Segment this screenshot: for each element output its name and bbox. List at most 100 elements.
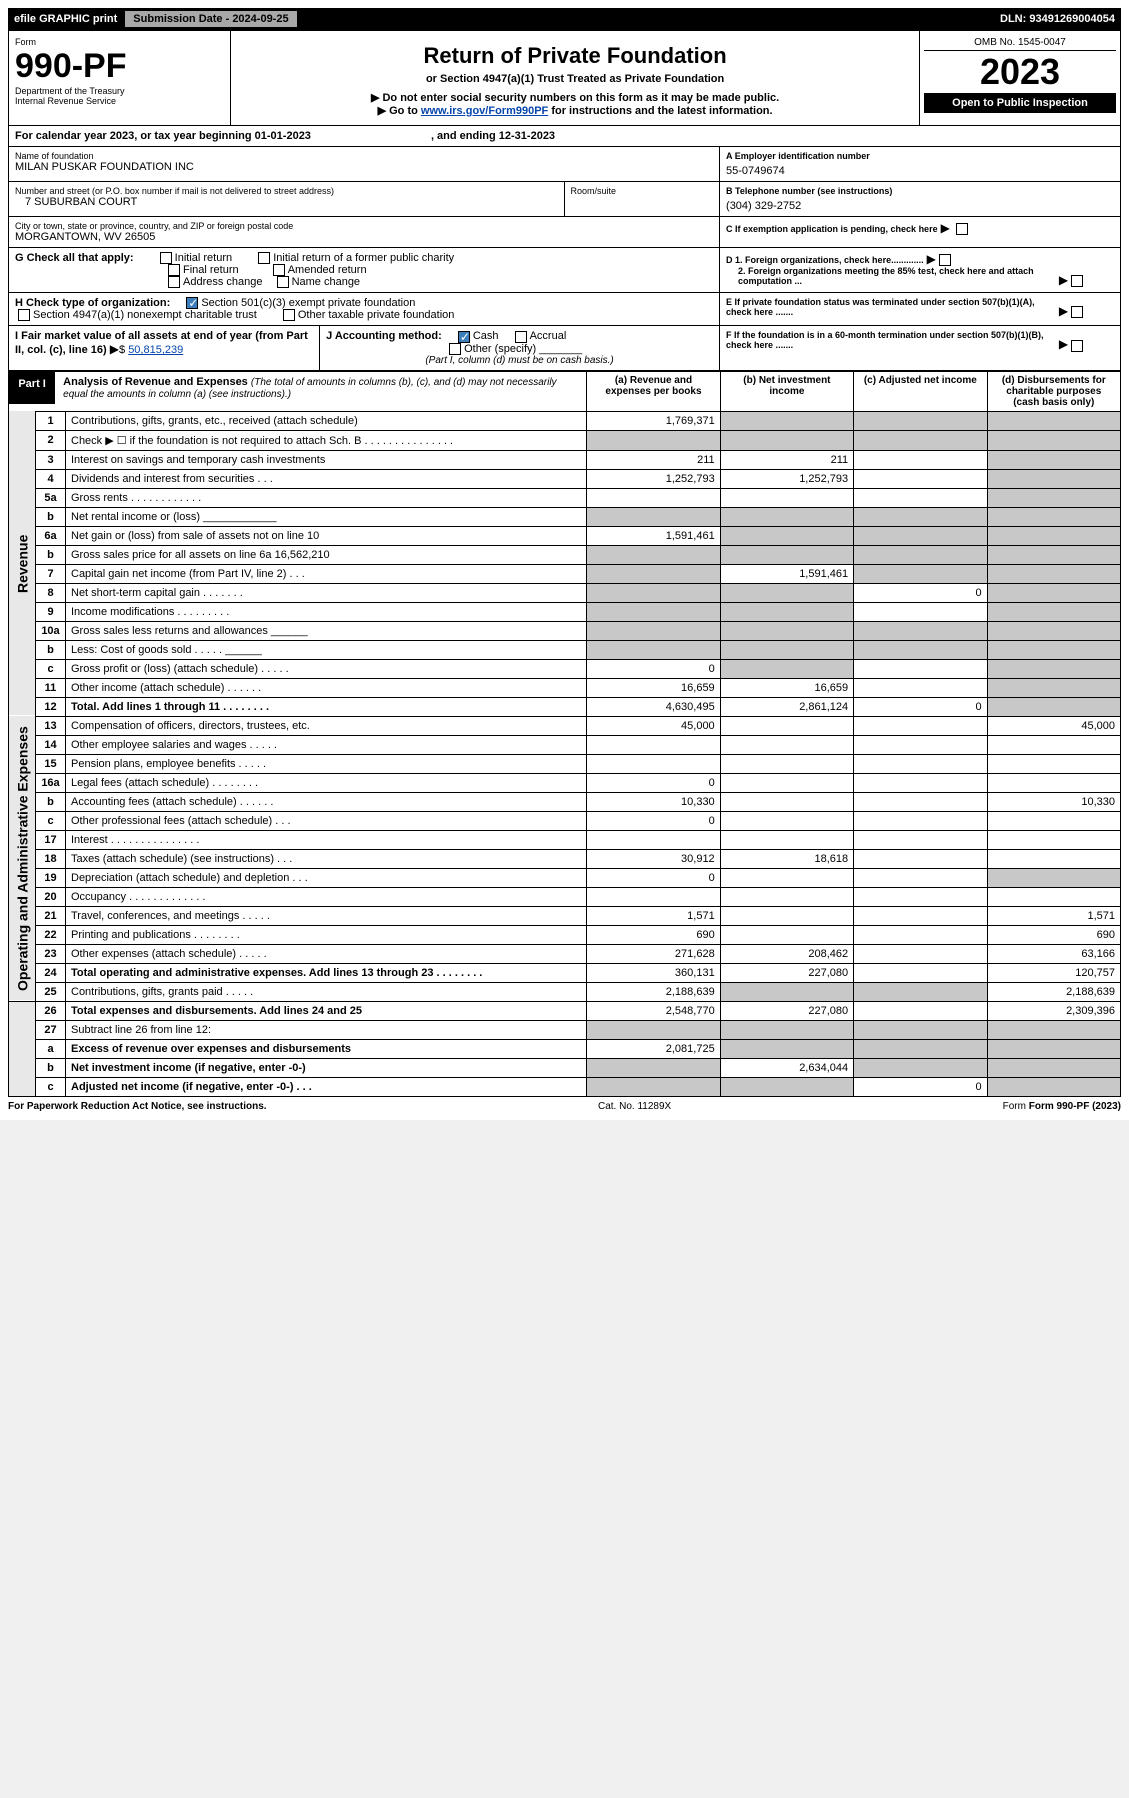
table-row: 10aGross sales less returns and allowanc… [9,621,1121,640]
g-initial-checkbox[interactable] [160,252,172,264]
line-number: 3 [36,450,66,469]
value-cell-c: 0 [854,583,987,602]
instructions-link[interactable]: www.irs.gov/Form990PF [421,105,548,117]
j-box: J Accounting method: Cash Accrual Other … [320,326,720,369]
d2-checkbox[interactable] [1071,275,1083,287]
value-cell-d [987,507,1120,526]
c-checkbox[interactable] [956,223,968,235]
line-number: 14 [36,735,66,754]
j-cash-checkbox[interactable] [458,331,470,343]
line-number: 2 [36,430,66,450]
value-cell-d: 63,166 [987,944,1120,963]
d-box: D 1. Foreign organizations, check here..… [720,248,1120,292]
value-cell-d [987,754,1120,773]
e-checkbox[interactable] [1071,306,1083,318]
line-number: b [36,640,66,659]
value-cell-d [987,583,1120,602]
line-label: Net gain or (loss) from sale of assets n… [66,526,587,545]
value-cell-d [987,1058,1120,1077]
h-501c3-checkbox[interactable] [186,297,198,309]
value-cell-c [854,830,987,849]
value-cell-d [987,735,1120,754]
form-label: Form [15,37,224,47]
j-accrual-checkbox[interactable] [515,331,527,343]
line-number: b [36,545,66,564]
table-row: 16aLegal fees (attach schedule) . . . . … [9,773,1121,792]
note-ssn: ▶ Do not enter social security numbers o… [239,91,911,104]
line-label: Gross sales price for all assets on line… [66,545,587,564]
part-i-label: Part I [9,372,55,404]
line-label: Net rental income or (loss) ____________ [66,507,587,526]
h-other-checkbox[interactable] [283,309,295,321]
g-final-checkbox[interactable] [168,264,180,276]
submission-date-pill: Submission Date - 2024-09-25 [125,11,296,27]
value-cell-b: 2,634,044 [720,1058,853,1077]
line-label: Less: Cost of goods sold . . . . . _____… [66,640,587,659]
value-cell-c [854,602,987,621]
value-cell-c [854,659,987,678]
ein-box: A Employer identification number 55-0749… [720,147,1120,181]
value-cell-d [987,488,1120,507]
value-cell-b [720,906,853,925]
f-checkbox[interactable] [1071,340,1083,352]
value-cell-b [720,602,853,621]
line-label: Adjusted net income (if negative, enter … [66,1077,587,1096]
value-cell-d [987,1020,1120,1039]
table-row: 20Occupancy . . . . . . . . . . . . . [9,887,1121,906]
line-number: b [36,1058,66,1077]
value-cell-d [987,621,1120,640]
line-number: 16a [36,773,66,792]
h-e-row: H Check type of organization: Section 50… [8,293,1121,326]
value-cell-d [987,868,1120,887]
dln-label: DLN: 93491269004054 [1000,13,1115,25]
h-4947-checkbox[interactable] [18,309,30,321]
open-public-badge: Open to Public Inspection [924,93,1116,113]
g-amended-checkbox[interactable] [273,264,285,276]
table-row: 19Depreciation (attach schedule) and dep… [9,868,1121,887]
line-label: Total. Add lines 1 through 11 . . . . . … [66,697,587,716]
value-cell-a [587,735,720,754]
page-footer: For Paperwork Reduction Act Notice, see … [8,1097,1121,1112]
value-cell-d [987,450,1120,469]
value-cell-b [720,411,853,430]
value-cell-b [720,773,853,792]
value-cell-c [854,640,987,659]
i-j-f-row: I Fair market value of all assets at end… [8,326,1121,370]
value-cell-b [720,887,853,906]
pra-notice: For Paperwork Reduction Act Notice, see … [8,1101,267,1112]
addr-phone-row: Number and street (or P.O. box number if… [8,182,1121,217]
g-initial-former-checkbox[interactable] [258,252,270,264]
value-cell-c [854,1058,987,1077]
value-cell-d [987,602,1120,621]
value-cell-a: 2,548,770 [587,1001,720,1020]
line-number: 25 [36,982,66,1001]
table-row: cAdjusted net income (if negative, enter… [9,1077,1121,1096]
line-label: Subtract line 26 from line 12: [66,1020,587,1039]
value-cell-a [587,1058,720,1077]
line-number: 27 [36,1020,66,1039]
value-cell-c [854,1039,987,1058]
c-pending-box: C If exemption application is pending, c… [720,217,1120,247]
form-ref: Form Form 990-PF (2023) [1003,1101,1121,1112]
name-ein-row: Name of foundation MILAN PUSKAR FOUNDATI… [8,147,1121,182]
line-label: Capital gain net income (from Part IV, l… [66,564,587,583]
line-number: 7 [36,564,66,583]
value-cell-a [587,754,720,773]
value-cell-a: 0 [587,773,720,792]
g-address-checkbox[interactable] [168,276,180,288]
value-cell-d [987,678,1120,697]
value-cell-b: 211 [720,450,853,469]
value-cell-c [854,849,987,868]
value-cell-b [720,640,853,659]
value-cell-b [720,430,853,450]
value-cell-b [720,792,853,811]
value-cell-a: 211 [587,450,720,469]
g-name-checkbox[interactable] [277,276,289,288]
line-label: Gross profit or (loss) (attach schedule)… [66,659,587,678]
j-other-checkbox[interactable] [449,343,461,355]
d1-checkbox[interactable] [939,254,951,266]
line-number: 20 [36,887,66,906]
value-cell-a: 360,131 [587,963,720,982]
fmv-link[interactable]: 50,815,239 [128,344,183,356]
value-cell-d: 10,330 [987,792,1120,811]
